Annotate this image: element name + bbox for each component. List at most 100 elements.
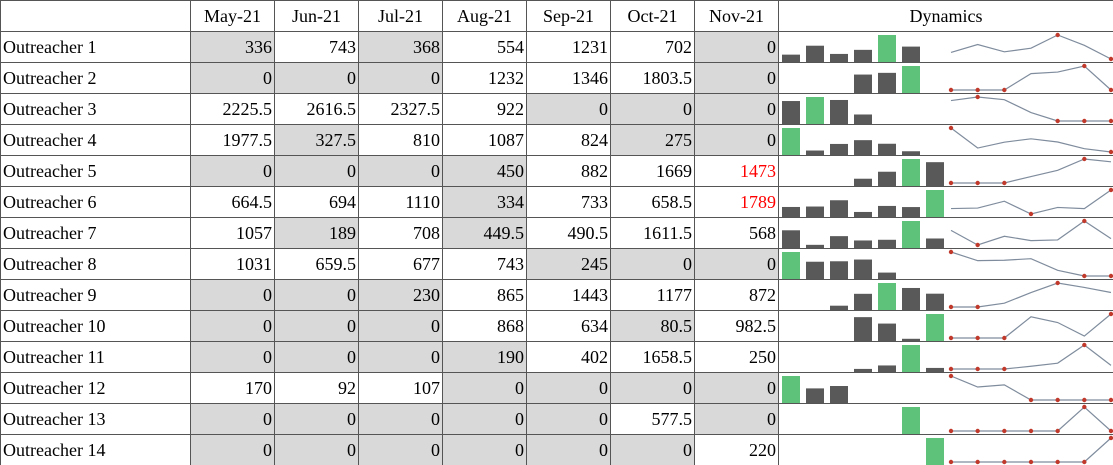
spark-bar <box>806 244 824 248</box>
spark-marker <box>1081 397 1087 403</box>
value-cell: 1087 <box>442 124 527 156</box>
spark-marker <box>948 335 953 341</box>
line-sparkline <box>948 249 1113 279</box>
value-cell: 0 <box>526 372 611 404</box>
spark-line <box>950 406 1111 432</box>
bar-sparkline <box>854 345 944 372</box>
value-cell: 0 <box>694 124 779 156</box>
dynamics-header: Dynamics <box>777 0 1113 32</box>
value-cell: 450 <box>442 155 527 187</box>
value-cell: 0 <box>610 93 695 125</box>
line-sparkline <box>948 156 1111 186</box>
spark-marker <box>974 459 980 465</box>
spark-marker <box>1081 118 1087 124</box>
value-cell: 449.5 <box>442 217 527 249</box>
bar-sparkline <box>854 66 920 93</box>
spark-marker <box>1108 397 1113 403</box>
value-cell: 0 <box>694 403 779 435</box>
line-sparkline <box>948 311 1113 341</box>
bar-sparkline <box>782 97 872 124</box>
line-sparkline <box>950 187 1113 217</box>
spark-line <box>950 189 1111 215</box>
value-cell: 1346 <box>526 62 611 94</box>
bar-sparkline-cell <box>778 434 947 465</box>
column-header: Oct-21 <box>610 0 695 32</box>
spark-marker <box>974 335 980 341</box>
spark-marker <box>948 366 953 372</box>
value-cell: 824 <box>526 124 611 156</box>
value-cell: 0 <box>274 310 359 342</box>
value-cell: 0 <box>694 248 779 280</box>
value-cell: 245 <box>526 248 611 280</box>
spark-marker <box>1001 428 1007 434</box>
value-cell: 0 <box>358 341 443 373</box>
value-cell: 0 <box>526 434 611 465</box>
spark-marker <box>1108 428 1113 434</box>
value-cell: 220 <box>694 434 779 465</box>
line-sparkline <box>948 63 1113 93</box>
value-cell: 0 <box>610 372 695 404</box>
bar-sparkline-cell <box>778 93 947 125</box>
spark-line <box>950 96 1111 122</box>
spark-bar <box>830 305 848 310</box>
value-cell: 733 <box>526 186 611 218</box>
column-header: Jun-21 <box>274 0 359 32</box>
spark-bar <box>902 159 920 186</box>
spark-marker <box>1001 335 1007 341</box>
spark-bar <box>926 314 944 341</box>
column-header: Aug-21 <box>442 0 527 32</box>
row-label: Outreacher 2 <box>0 62 191 94</box>
spark-bar <box>830 236 848 248</box>
line-sparkline-cell <box>946 341 1113 373</box>
spark-marker <box>974 87 980 93</box>
line-sparkline-cell <box>946 93 1113 125</box>
spark-bar <box>830 261 848 279</box>
row: Outreacher 13 0 0 0 0 0 577.5 0 <box>0 403 1113 435</box>
value-cell: 334 <box>442 186 527 218</box>
row: Outreacher 6 664.5 694 1110 334 733 658.5 1789 <box>0 186 1113 218</box>
line-sparkline-cell <box>946 62 1113 94</box>
spark-marker <box>1001 459 1007 465</box>
value-cell: 2327.5 <box>358 93 443 125</box>
row: Outreacher 10 0 0 0 868 634 80.5 982.5 <box>0 310 1113 342</box>
value-cell: 743 <box>442 248 527 280</box>
value-cell: 0 <box>694 62 779 94</box>
bar-sparkline <box>902 407 920 434</box>
line-sparkline-cell <box>946 155 1113 187</box>
spark-bar <box>878 72 896 93</box>
value-cell: 190 <box>442 341 527 373</box>
value-cell: 677 <box>358 248 443 280</box>
spark-bar <box>926 238 944 248</box>
value-cell: 0 <box>610 248 695 280</box>
value-cell: 0 <box>526 93 611 125</box>
corner <box>0 0 191 32</box>
spark-bar <box>830 386 848 403</box>
value-cell: 189 <box>274 217 359 249</box>
bar-sparkline <box>782 35 920 62</box>
row-label: Outreacher 1 <box>0 31 191 63</box>
value-cell: 0 <box>694 93 779 125</box>
spark-marker <box>1028 211 1033 217</box>
column-header: Nov-21 <box>694 0 779 32</box>
value-cell: 865 <box>442 279 527 311</box>
value-cell: 868 <box>442 310 527 342</box>
spark-marker <box>1054 118 1060 124</box>
value-cell: 0 <box>274 62 359 94</box>
value-cell: 0 <box>694 31 779 63</box>
spark-bar <box>878 283 896 310</box>
value-cell: 664.5 <box>190 186 275 218</box>
row: Outreacher 11 0 0 0 190 402 1658.5 250 <box>0 341 1113 373</box>
value-cell: 708 <box>358 217 443 249</box>
value-cell: 0 <box>358 155 443 187</box>
line-sparkline <box>948 435 1113 465</box>
line-sparkline-cell <box>946 124 1113 156</box>
spark-marker <box>948 373 953 379</box>
bar-sparkline <box>782 252 896 279</box>
spark-marker <box>1081 273 1087 279</box>
value-cell: 0 <box>274 341 359 373</box>
bar-sparkline <box>830 283 944 310</box>
row: Outreacher 14 0 0 0 0 0 0 220 <box>0 434 1113 465</box>
line-sparkline <box>948 125 1113 155</box>
spark-bar <box>806 97 824 124</box>
